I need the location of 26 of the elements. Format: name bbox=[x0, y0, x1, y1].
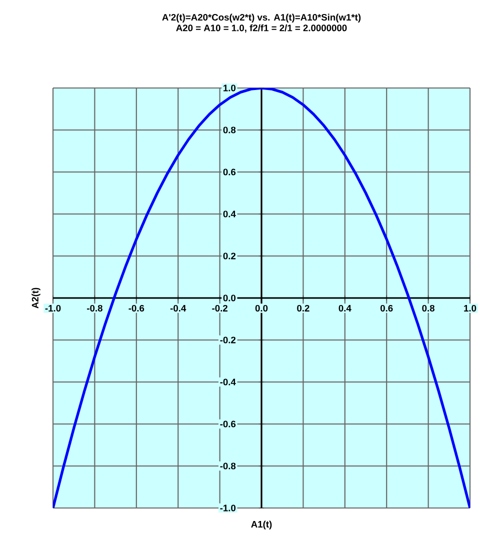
x-tick-label: -1.0 bbox=[45, 304, 61, 312]
chart-title: A'2(t)=A20*Cos(w2*t) vs. A1(t)=A10*Sin(w1*t) bbox=[162, 14, 361, 22]
chart-subtitle: A20 = A10 = 1.0, f2/f1 = 2/1 = 2.0000000 bbox=[176, 24, 347, 33]
y-tick-label: 0.0 bbox=[223, 294, 236, 302]
x-tick-label: -0.8 bbox=[87, 304, 102, 312]
y-tick-label: 0.2 bbox=[223, 252, 236, 260]
y-tick-label: 0.4 bbox=[223, 210, 236, 218]
y-tick-label: 0.8 bbox=[223, 126, 236, 134]
x-axis-title: A1(t) bbox=[251, 520, 272, 530]
x-tick-label: 0.8 bbox=[422, 304, 434, 312]
y-tick-label: 0.6 bbox=[223, 168, 236, 176]
y-tick-label: -0.2 bbox=[220, 336, 236, 344]
y-tick-label: -0.8 bbox=[220, 462, 236, 470]
x-tick-label: -0.4 bbox=[170, 304, 186, 312]
y-tick-label: -0.4 bbox=[220, 378, 236, 386]
x-tick-label: 0.0 bbox=[255, 304, 268, 312]
x-tick-label: 0.6 bbox=[380, 304, 393, 312]
y-tick-label: -1.0 bbox=[220, 504, 236, 512]
y-axis-title: A2(t) bbox=[32, 288, 40, 308]
x-tick-label: 0.4 bbox=[338, 304, 352, 312]
x-tick-label: 1.0 bbox=[464, 304, 476, 312]
y-tick-label: -0.6 bbox=[220, 420, 236, 428]
y-tick-label: 1.0 bbox=[224, 84, 236, 92]
x-tick-label: -0.2 bbox=[212, 304, 228, 312]
x-tick-label: -0.6 bbox=[128, 304, 144, 312]
x-tick-label: 0.2 bbox=[297, 304, 310, 312]
